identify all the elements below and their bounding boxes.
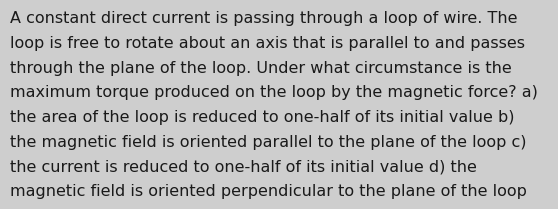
Text: the area of the loop is reduced to one-half of its initial value b): the area of the loop is reduced to one-h… [10, 110, 514, 125]
Text: maximum torque produced on the loop by the magnetic force? a): maximum torque produced on the loop by t… [10, 85, 538, 101]
Text: magnetic field is oriented perpendicular to the plane of the loop: magnetic field is oriented perpendicular… [10, 184, 527, 199]
Text: A constant direct current is passing through a loop of wire. The: A constant direct current is passing thr… [10, 11, 517, 27]
Text: loop is free to rotate about an axis that is parallel to and passes: loop is free to rotate about an axis tha… [10, 36, 525, 51]
Text: the magnetic field is oriented parallel to the plane of the loop c): the magnetic field is oriented parallel … [10, 135, 527, 150]
Text: through the plane of the loop. Under what circumstance is the: through the plane of the loop. Under wha… [10, 61, 512, 76]
Text: the current is reduced to one-half of its initial value d) the: the current is reduced to one-half of it… [10, 159, 477, 175]
